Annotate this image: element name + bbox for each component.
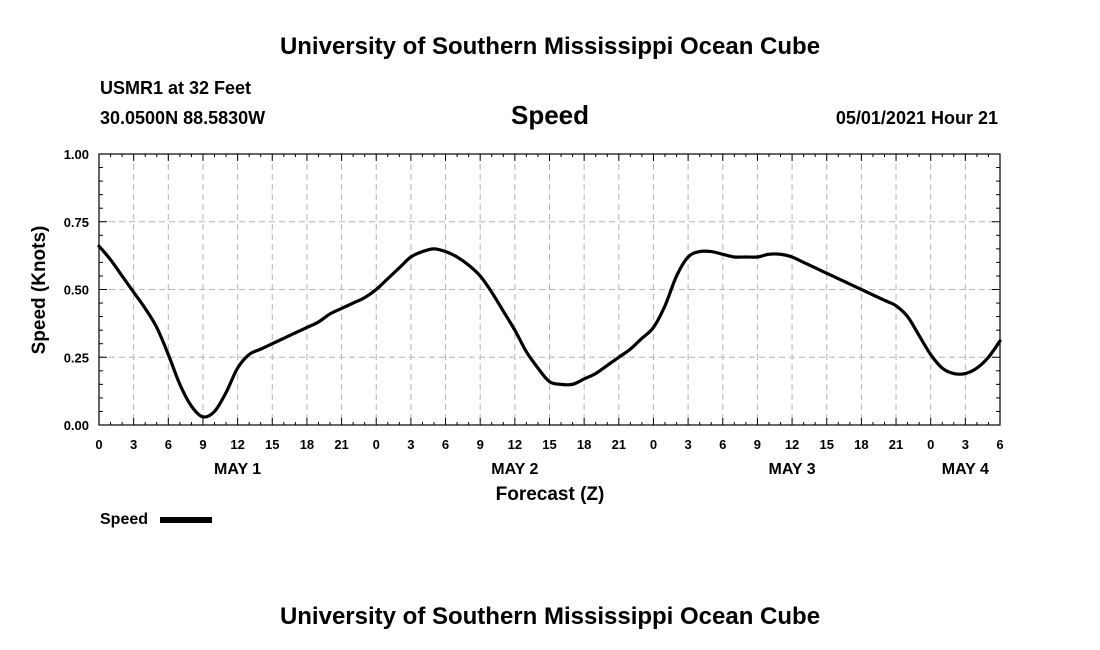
- x-tick-label: 0: [95, 437, 102, 452]
- station-label: USMR1 at 32 Feet: [100, 78, 251, 98]
- x-tick-label: 15: [542, 437, 556, 452]
- x-tick-label: 9: [477, 437, 484, 452]
- x-tick-label: 9: [754, 437, 761, 452]
- variable-label: Speed: [511, 100, 589, 130]
- x-tick-label: 21: [334, 437, 348, 452]
- x-tick-label: 3: [684, 437, 691, 452]
- x-tick-label: 3: [130, 437, 137, 452]
- series-line-speed: [97, 244, 1002, 419]
- y-tick-label: 1.00: [64, 147, 89, 162]
- x-tick-label: 12: [230, 437, 244, 452]
- day-labels: MAY 1 MAY 2 MAY 3 MAY 4: [214, 461, 989, 478]
- day-label: MAY 1: [214, 461, 261, 478]
- x-tick-label: 3: [962, 437, 969, 452]
- x-tick-labels: 0 3 6 9 12 15 18 21 0 3 6 9 12 15 18 21 0 3 6 9 12 15 18 21 0 3 6: [95, 437, 1003, 452]
- x-tick-label: 0: [373, 437, 380, 452]
- y-tick-label: 0.25: [64, 350, 89, 365]
- day-label: MAY 2: [491, 461, 538, 478]
- datetime-label: 05/01/2021 Hour 21: [836, 108, 998, 128]
- x-tick-label: 18: [854, 437, 868, 452]
- x-tick-label: 21: [612, 437, 626, 452]
- y-tick-label: 0.00: [64, 418, 89, 433]
- x-tick-label: 18: [577, 437, 591, 452]
- axis-ticks: [98, 153, 1001, 426]
- x-tick-label: 12: [785, 437, 799, 452]
- y-tick-labels: 0.00 0.25 0.50 0.75 1.00: [64, 147, 89, 433]
- x-tick-label: 6: [996, 437, 1003, 452]
- x-tick-label: 3: [407, 437, 414, 452]
- location-label: 30.0500N 88.5830W: [100, 108, 265, 128]
- x-tick-label: 0: [927, 437, 934, 452]
- x-tick-label: 21: [889, 437, 903, 452]
- legend: Speed: [100, 511, 212, 528]
- y-axis-label: Speed (Knots): [29, 226, 50, 355]
- x-tick-label: 0: [650, 437, 657, 452]
- legend-swatch: [160, 517, 212, 523]
- x-tick-label: 6: [165, 437, 172, 452]
- x-tick-label: 15: [819, 437, 833, 452]
- x-tick-label: 12: [508, 437, 522, 452]
- x-tick-label: 9: [199, 437, 206, 452]
- title-bottom: University of Southern Mississippi Ocean…: [280, 603, 820, 630]
- title-top: University of Southern Mississippi Ocean…: [280, 33, 820, 60]
- day-label: MAY 4: [942, 461, 989, 478]
- x-tick-label: 6: [719, 437, 726, 452]
- day-label: MAY 3: [769, 461, 816, 478]
- y-tick-label: 0.75: [64, 215, 89, 230]
- x-tick-label: 15: [265, 437, 279, 452]
- x-tick-label: 18: [300, 437, 314, 452]
- y-tick-label: 0.50: [64, 283, 89, 298]
- x-axis-label: Forecast (Z): [496, 484, 605, 505]
- x-tick-label: 6: [442, 437, 449, 452]
- legend-label: Speed: [100, 511, 148, 528]
